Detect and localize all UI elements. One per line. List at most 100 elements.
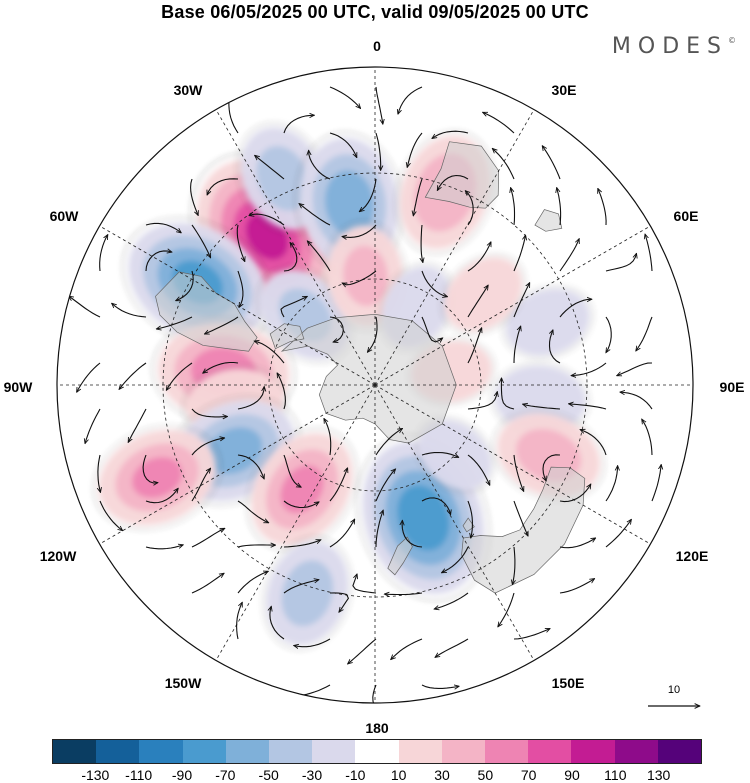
meridian-line: [99, 384, 376, 545]
anomaly-center: [247, 428, 357, 550]
wind-streamline: [580, 430, 607, 456]
colorbar-swatch: [96, 740, 140, 763]
contour-line: [502, 286, 593, 359]
colorbar-swatch: [225, 740, 270, 763]
anomaly-contour: [281, 560, 334, 627]
anomaly-contour: [444, 257, 522, 331]
wind-streamline: [501, 378, 515, 410]
colorbar-swatch: [485, 740, 529, 763]
wind-streamline: [407, 132, 423, 167]
meridian-line: [374, 384, 651, 545]
wind-streamline: [498, 592, 515, 627]
wind-streamline: [606, 316, 612, 353]
wind-streamline: [307, 241, 331, 272]
wind-streamline: [636, 316, 653, 351]
wind-streamline: [207, 178, 239, 195]
wind-streamline: [294, 638, 331, 647]
wind-streamline: [145, 545, 183, 550]
wind-streamline: [512, 546, 515, 585]
contour-line: [396, 131, 494, 254]
wind-streamline: [513, 627, 550, 640]
new-zealand: [387, 536, 413, 576]
wind-streamline: [99, 235, 108, 272]
wind-streamline: [352, 574, 377, 594]
wind-streamline: [559, 484, 591, 503]
colorbar-swatch: [312, 740, 356, 763]
anomaly-center: [324, 221, 407, 331]
wind-streamline: [467, 500, 472, 538]
wind-streamline: [465, 191, 474, 226]
wind-streamline: [550, 330, 561, 364]
wind-streamline: [309, 150, 331, 180]
wind-streamline: [421, 497, 451, 515]
wind-streamline: [557, 188, 562, 226]
colorbar-swatch: [269, 740, 313, 763]
colorbar-tick-label: -70: [215, 767, 236, 783]
wind-streamline: [145, 488, 178, 504]
wind-streamline: [237, 500, 269, 524]
wind-streamline: [280, 296, 307, 318]
wind-streamline: [98, 454, 101, 492]
wind-streamline: [559, 239, 579, 272]
wind-streamline: [421, 316, 443, 342]
wind-streamline: [467, 285, 488, 318]
wind-streamline: [329, 519, 355, 548]
colorbar-swatch: [139, 740, 183, 763]
colorbar-tick-label: 70: [520, 767, 537, 783]
wind-streamline: [620, 392, 653, 410]
lon-label-120w: 120W: [39, 548, 77, 564]
colorbar-tick-label: -110: [125, 767, 153, 783]
wind-streamline: [254, 341, 285, 364]
graticule: [57, 67, 693, 703]
wind-streamline: [467, 454, 491, 485]
wind-streamline: [605, 253, 637, 272]
wind-streamline: [99, 500, 123, 531]
anomaly-contour: [506, 289, 590, 356]
wind-streamline: [145, 222, 181, 233]
wind-streamline: [145, 251, 172, 272]
wind-streamline: [421, 224, 423, 263]
wind-streamline: [85, 408, 101, 444]
wind-streamline: [434, 592, 469, 609]
wind-streamline: [391, 638, 423, 660]
wind-streamline: [513, 235, 526, 272]
wind-streamline: [329, 86, 361, 109]
wind-streamline: [402, 520, 423, 548]
wind-streamline: [513, 454, 524, 491]
wind-streamline: [69, 296, 101, 318]
wind-streamline: [127, 408, 147, 442]
wind-streamline: [329, 132, 358, 158]
wind-streamline: [511, 188, 516, 226]
anomaly-contour: [397, 485, 450, 551]
wind-streamline: [651, 465, 661, 502]
wind-streamline: [237, 387, 264, 410]
anomaly-contour: [132, 457, 183, 498]
wind-streamline: [421, 451, 459, 458]
anomaly-contour: [495, 365, 586, 434]
brand-name: MODES: [611, 34, 728, 59]
wind-streamline: [191, 527, 225, 548]
contour-line: [441, 254, 526, 334]
wind-streamline: [467, 392, 497, 410]
wind-streamline: [437, 174, 469, 191]
wind-streamline: [236, 602, 243, 640]
wind-streamline: [249, 214, 285, 226]
colorbar-swatch: [441, 740, 486, 763]
colorbar-swatch: [614, 740, 658, 763]
wind-streamline: [523, 404, 561, 410]
lon-label-30e: 30E: [551, 82, 577, 98]
wind-streamline: [492, 148, 515, 180]
wind-streamline: [435, 638, 469, 657]
wind-streamline: [375, 469, 396, 502]
wind-streamline: [421, 684, 459, 688]
wind-streamline: [329, 592, 350, 612]
latitude-circle: [268, 278, 482, 492]
wind-streamline: [617, 362, 653, 376]
colorbar-tick-label: -10: [345, 767, 366, 783]
wind-streamline: [645, 234, 653, 272]
wind-streamline: [299, 204, 331, 226]
colorbar-swatch: [528, 740, 572, 763]
wind-streamline: [375, 429, 403, 456]
streamlines: [69, 86, 662, 703]
